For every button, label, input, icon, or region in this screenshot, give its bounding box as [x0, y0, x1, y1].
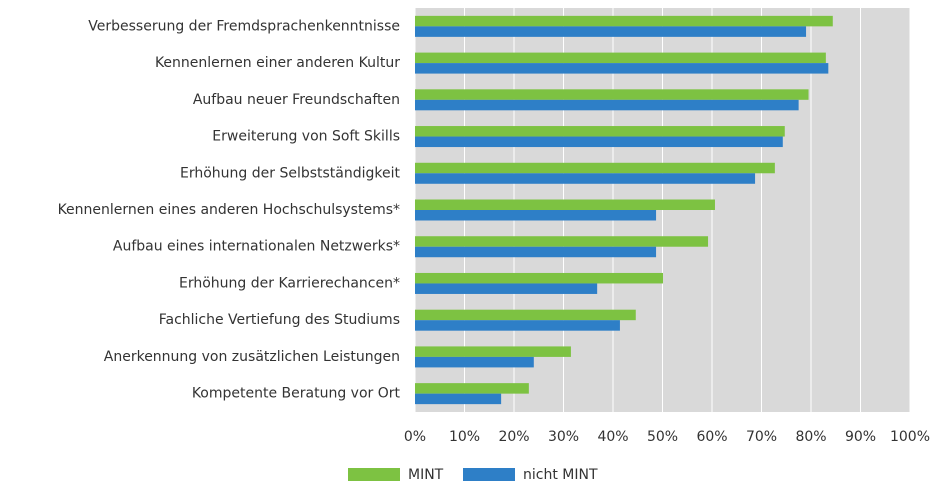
x-tick-label: 10% — [449, 429, 480, 445]
bar — [415, 320, 620, 331]
legend-label: nicht MINT — [523, 467, 598, 483]
x-tick-label: 80% — [795, 429, 826, 445]
legend-label: MINT — [408, 467, 444, 483]
y-tick-label: Kompetente Beratung vor Ort — [192, 386, 401, 402]
bar — [415, 383, 529, 394]
x-tick-label: 100% — [890, 429, 930, 445]
bar — [415, 136, 783, 148]
x-tick-label: 70% — [746, 429, 777, 445]
bar — [415, 356, 534, 368]
bar — [415, 173, 756, 184]
bar — [415, 346, 571, 357]
bar — [415, 99, 799, 111]
bar — [415, 162, 775, 174]
x-tick-label: 50% — [647, 429, 678, 445]
bar — [415, 393, 502, 405]
bar — [415, 272, 663, 284]
legend-swatch — [348, 468, 400, 481]
bar — [415, 89, 809, 100]
y-tick-label: Anerkennung von zusätzlichen Leistungen — [104, 349, 400, 365]
bar — [415, 309, 636, 321]
x-tick-label: 0% — [404, 429, 426, 445]
bar — [415, 63, 829, 74]
bar — [415, 283, 598, 294]
bar — [415, 210, 657, 221]
y-tick-label: Aufbau eines internationalen Netzwerks* — [113, 239, 400, 255]
bar — [415, 15, 833, 27]
bar — [415, 52, 826, 64]
legend-swatch — [463, 468, 515, 481]
y-tick-label: Kennenlernen einer anderen Kultur — [155, 55, 400, 71]
y-tick-label: Aufbau neuer Freundschaften — [193, 92, 400, 108]
x-tick-label: 90% — [845, 429, 876, 445]
bar — [415, 246, 657, 258]
y-tick-label: Kennenlernen eines anderen Hochschulsyst… — [58, 202, 400, 218]
bar — [415, 236, 709, 247]
x-tick-label: 40% — [597, 429, 628, 445]
y-tick-label: Erhöhung der Selbstständigkeit — [180, 165, 401, 181]
bar — [415, 126, 785, 137]
bar — [415, 26, 807, 37]
x-tick-label: 30% — [548, 429, 579, 445]
y-tick-label: Erweiterung von Soft Skills — [212, 129, 400, 145]
y-tick-label: Erhöhung der Karrierechancen* — [179, 275, 400, 291]
x-tick-label: 60% — [696, 429, 727, 445]
x-tick-label: 20% — [498, 429, 529, 445]
y-tick-label: Fachliche Vertiefung des Studiums — [159, 312, 400, 328]
bar — [415, 199, 715, 210]
y-tick-label: Verbesserung der Fremdsprachenkenntnisse — [88, 18, 400, 34]
